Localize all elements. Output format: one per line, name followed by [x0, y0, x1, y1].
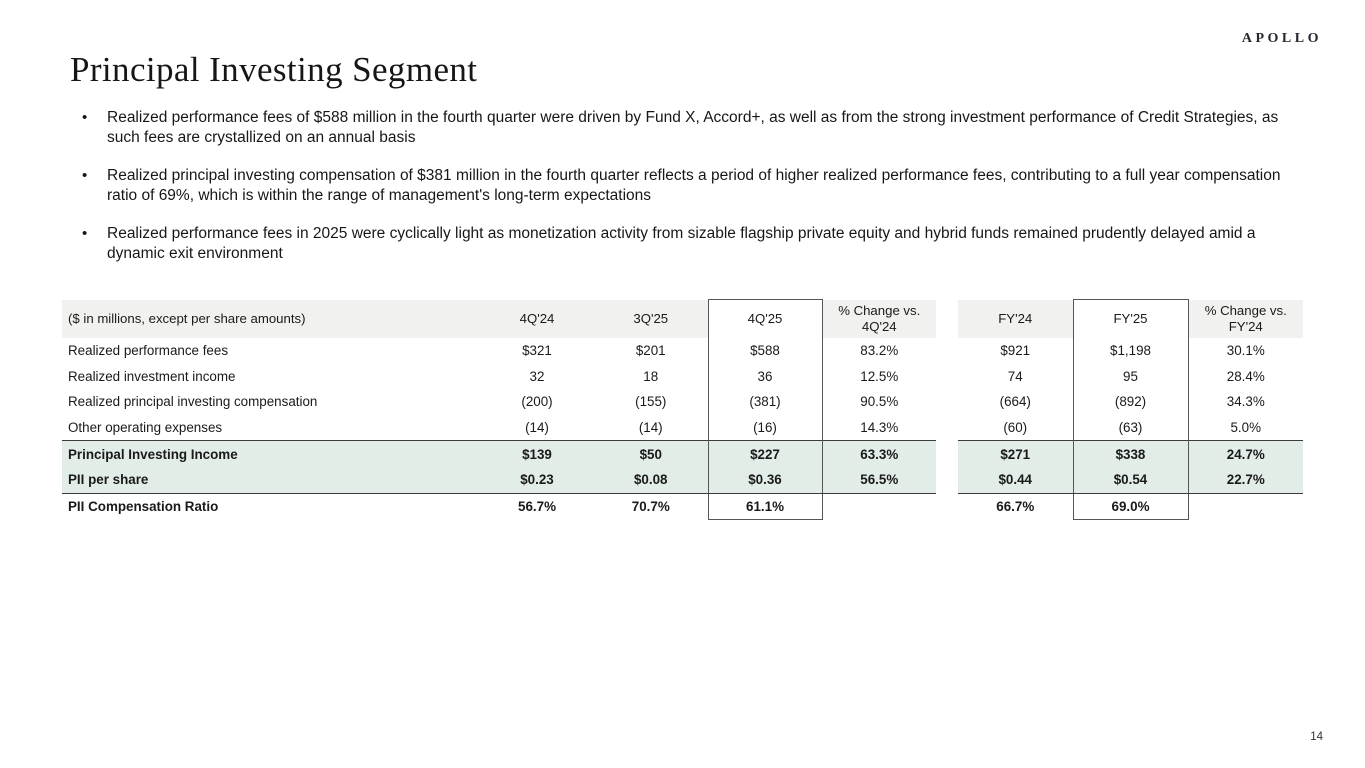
table-cell: (63)	[1072, 414, 1189, 441]
table-cell: 36	[707, 363, 823, 390]
column-header-change-4q24: % Change vs. 4Q'24	[822, 299, 936, 338]
table-cell: 83.2%	[860, 343, 899, 359]
page-title: Principal Investing Segment	[70, 50, 478, 89]
table-cell: 24.7%	[1188, 440, 1303, 467]
table-cell: (16)	[707, 414, 823, 441]
table-cell: $1,198	[1072, 338, 1189, 364]
table-row: Principal Investing Income $139 $50 $227 63.…	[62, 440, 1303, 467]
column-gap	[936, 493, 958, 520]
column-gap	[936, 363, 958, 390]
column-header-3q25: 3Q'25	[594, 299, 708, 338]
table-cell: $0.23	[480, 466, 594, 494]
column-gap	[936, 338, 958, 364]
table-cell: $201	[635, 343, 666, 359]
table-cell: $50	[594, 440, 708, 467]
row-label: Principal Investing Income	[62, 440, 480, 467]
row-label: Realized performance fees	[68, 343, 229, 359]
financials-table-container: ($ in millions, except per share amounts…	[62, 299, 1303, 521]
table-units-label: ($ in millions, except per share amounts…	[62, 299, 480, 338]
column-gap	[936, 414, 958, 441]
column-header-4q24: 4Q'24	[480, 299, 594, 338]
row-label: Other operating expenses	[68, 420, 223, 436]
table-cell: $338	[1072, 440, 1189, 467]
table-cell: 66.7%	[996, 499, 1035, 515]
bullet-item: Realized principal investing compensatio…	[80, 166, 1298, 205]
table-cell: 69.0%	[1072, 493, 1189, 521]
table-cell: 32	[529, 368, 545, 384]
financials-table: ($ in millions, except per share amounts…	[62, 299, 1303, 521]
table-cell: 56.5%	[822, 466, 936, 494]
row-label: PII per share	[62, 466, 480, 494]
table-cell: $0.36	[707, 466, 823, 494]
table-cell: (892)	[1072, 389, 1189, 415]
table-header-row: ($ in millions, except per share amounts…	[62, 299, 1303, 338]
table-row: Realized performance fees $321 $201 $588 83.…	[62, 338, 1303, 364]
table-body: Realized performance fees $321 $201 $588 83.…	[62, 338, 1303, 521]
table-cell: $588	[707, 338, 823, 364]
column-gap	[936, 299, 958, 338]
table-cell: 90.5%	[860, 394, 899, 410]
table-cell: 61.1%	[707, 493, 823, 521]
table-cell: 14.3%	[860, 420, 899, 436]
table-cell	[1188, 493, 1303, 520]
table-row: Other operating expenses (14) (14) (16) 14.3…	[62, 414, 1303, 441]
table-cell: $271	[958, 440, 1073, 467]
table-cell: 28.4%	[1226, 368, 1265, 384]
column-header-fy25: FY'25	[1072, 299, 1189, 338]
table-cell: 12.5%	[860, 368, 899, 384]
table-row: PII per share $0.23 $0.08 $0.36 56.5% $0.44 $0…	[62, 466, 1303, 494]
column-gap	[936, 466, 958, 494]
table-cell: 30.1%	[1226, 343, 1265, 359]
table-cell: $0.44	[958, 466, 1073, 494]
column-gap	[936, 389, 958, 415]
column-gap	[936, 440, 958, 467]
table-cell: $227	[707, 440, 823, 467]
table-cell: (200)	[521, 394, 553, 410]
table-cell: (664)	[999, 394, 1031, 410]
table-row: Realized investment income 32 18 36 12.5% 74 9…	[62, 363, 1303, 390]
row-label: Realized investment income	[68, 368, 236, 384]
table-cell: $921	[1000, 343, 1031, 359]
table-cell: (14)	[525, 420, 549, 436]
table-cell: 95	[1072, 363, 1189, 390]
table-cell: 18	[643, 368, 659, 384]
table-cell: (381)	[707, 389, 823, 415]
bullet-item: Realized performance fees in 2025 were c…	[80, 224, 1298, 263]
row-label: PII Compensation Ratio	[68, 499, 219, 515]
table-cell: 34.3%	[1226, 394, 1265, 410]
table-row: PII Compensation Ratio 56.7% 70.7% 61.1% 66.…	[62, 493, 1303, 521]
apollo-logo: APOLLO	[1241, 31, 1322, 46]
table-cell: $139	[480, 440, 594, 467]
table-cell	[822, 493, 936, 520]
table-cell: 70.7%	[631, 499, 670, 515]
table-cell: $321	[522, 343, 552, 359]
column-header-4q25: 4Q'25	[707, 299, 823, 338]
table-cell: (155)	[635, 394, 667, 410]
table-cell: 5.0%	[1230, 420, 1262, 436]
table-cell: $0.54	[1072, 466, 1189, 494]
column-header-fy24: FY'24	[958, 299, 1073, 338]
bullet-list: Realized performance fees of $588 millio…	[80, 108, 1298, 282]
table-cell: 63.3%	[822, 440, 936, 467]
table-cell: 56.7%	[518, 499, 556, 515]
bullet-item: Realized performance fees of $588 millio…	[80, 108, 1298, 147]
table-cell: $0.08	[594, 466, 708, 494]
page-number: 14	[1310, 731, 1323, 743]
table-cell: 22.7%	[1188, 466, 1303, 494]
table-cell: (14)	[638, 420, 663, 436]
table-cell: 74	[1007, 368, 1023, 384]
table-row: Realized principal investing compensatio…	[62, 389, 1303, 415]
row-label: Realized principal investing compensatio…	[68, 394, 318, 410]
table-cell: (60)	[1003, 420, 1028, 436]
column-header-change-fy24: % Change vs. FY'24	[1188, 299, 1303, 338]
